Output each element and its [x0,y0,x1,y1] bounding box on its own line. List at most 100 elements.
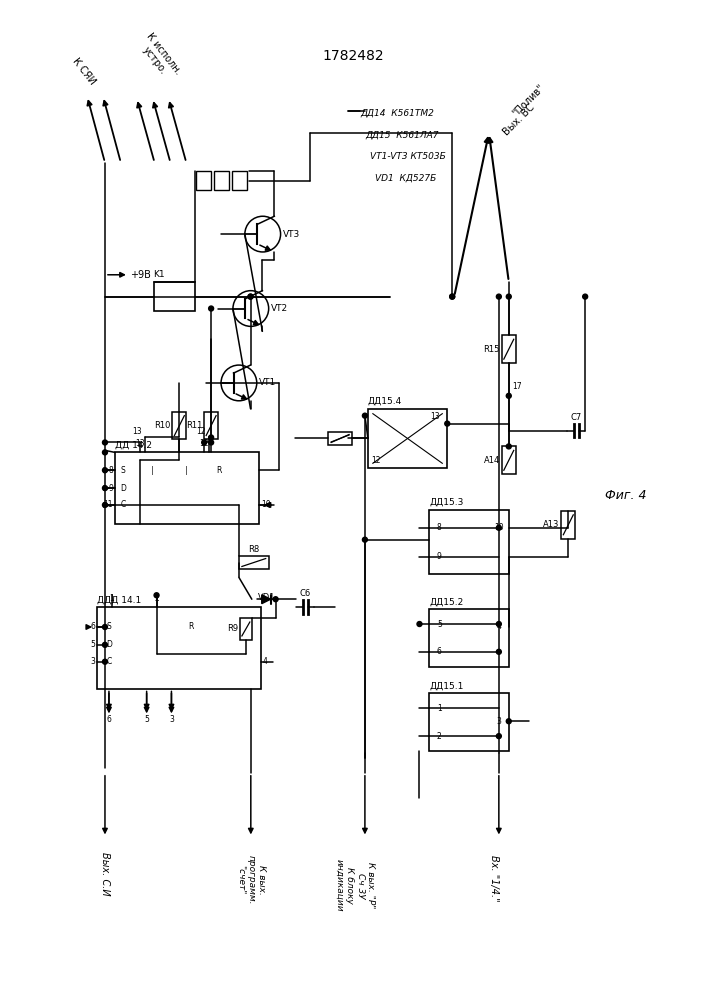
Circle shape [417,622,422,626]
Text: Вых. ВС: Вых. ВС [502,102,537,138]
Text: 3: 3 [90,657,95,666]
Bar [502,335,515,363]
Text: ДД 14.2: ДД 14.2 [115,440,152,449]
Text: 13: 13 [431,412,440,421]
Bar [429,693,509,751]
Text: S: S [120,466,125,475]
Text: R: R [189,622,194,631]
Text: VT1-VT3 КТ503Б: VT1-VT3 КТ503Б [370,152,445,161]
Bar [232,171,247,190]
Text: 5: 5 [437,620,442,629]
Bar [97,607,261,689]
Text: D: D [106,640,112,649]
Text: 5: 5 [90,640,95,649]
Circle shape [506,393,511,398]
Circle shape [496,734,501,739]
Circle shape [209,306,214,311]
Text: 2: 2 [437,732,442,741]
Bar [328,432,352,445]
Text: 1782482: 1782482 [322,49,384,63]
Text: Фиг. 4: Фиг. 4 [605,489,647,502]
Text: VT1: VT1 [259,378,276,387]
Bar [240,618,252,640]
Circle shape [363,537,368,542]
Text: 8: 8 [437,523,442,532]
Text: VT3: VT3 [283,230,300,239]
Circle shape [583,294,588,299]
Text: 13: 13 [132,427,141,436]
Text: Вх. "1/4.": Вх. "1/4." [489,855,499,902]
Text: ДД15.3: ДД15.3 [429,498,464,507]
Text: 12: 12 [371,456,380,465]
Text: VD1: VD1 [257,593,275,602]
Text: VD1  КД527Б: VD1 КД527Б [375,174,436,183]
Circle shape [363,413,368,418]
Text: К исполн.
устро.: К исполн. устро. [136,31,183,83]
Bar [214,171,229,190]
Bar [561,511,575,539]
Circle shape [103,625,107,629]
Text: A13: A13 [543,520,559,529]
Circle shape [450,294,455,299]
Circle shape [248,294,253,299]
Bar [153,282,195,311]
Circle shape [273,597,278,602]
Bar [429,510,509,574]
Text: 9: 9 [108,484,113,493]
Circle shape [103,450,107,455]
Circle shape [154,593,159,598]
Text: ДД15.2: ДД15.2 [429,597,464,606]
Text: C: C [120,500,125,509]
Text: D: D [120,484,126,493]
Text: 17: 17 [512,382,521,391]
Text: 1: 1 [437,704,442,713]
Text: 10: 10 [261,500,270,509]
Circle shape [103,659,107,664]
Text: Вых. С.И: Вых. С.И [100,852,110,896]
Bar [502,446,515,474]
Circle shape [506,294,511,299]
Text: C6: C6 [300,589,311,598]
Circle shape [496,622,501,626]
Circle shape [209,440,214,445]
Text: 12: 12 [199,439,209,448]
Text: 8: 8 [108,466,113,475]
Text: К СЯИ: К СЯИ [71,56,98,86]
Text: 4: 4 [496,622,501,631]
Text: R9: R9 [227,624,238,633]
Bar [204,412,218,439]
Text: R10: R10 [154,421,170,430]
Circle shape [103,642,107,647]
Text: K1: K1 [153,270,165,279]
Circle shape [248,294,253,299]
Text: 4: 4 [263,657,267,666]
Text: 6: 6 [90,622,95,631]
Text: C7: C7 [571,413,582,422]
Bar [429,609,509,667]
Bar [239,556,269,569]
Text: R: R [216,466,222,475]
Circle shape [201,440,206,445]
Circle shape [506,719,511,724]
Text: R15: R15 [484,345,500,354]
Text: "Полив": "Полив" [510,82,547,118]
Text: ДД15.4: ДД15.4 [368,397,402,406]
Circle shape [496,649,501,654]
Text: 6: 6 [107,715,112,724]
Text: 13: 13 [135,439,144,448]
Text: 12: 12 [197,427,206,436]
Text: A14: A14 [484,456,500,465]
Text: |: | [151,466,154,475]
Text: К вых. "Р"
Сч 3У
К блоку
индикации: К вых. "Р" Сч 3У К блоку индикации [335,859,375,912]
Text: |: | [185,466,187,475]
Text: ДД15  К561ЛА7: ДД15 К561ЛА7 [365,130,438,139]
Text: ДД15.1: ДД15.1 [429,681,464,690]
Circle shape [103,440,107,445]
Circle shape [450,294,455,299]
Text: C: C [106,657,112,666]
Circle shape [103,486,107,491]
Circle shape [103,502,107,507]
Circle shape [496,525,501,530]
Text: 1: 1 [110,594,115,603]
Circle shape [445,421,450,426]
